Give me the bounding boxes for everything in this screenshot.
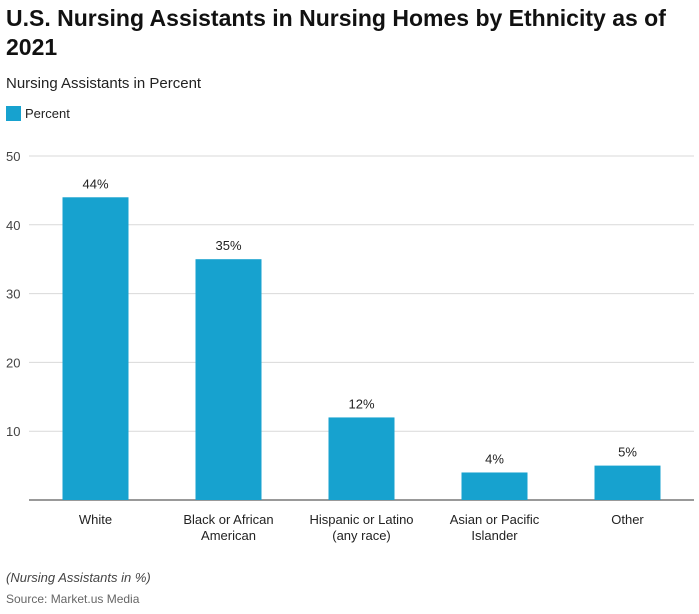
legend-swatch xyxy=(6,106,21,121)
x-tick-label: White xyxy=(79,512,112,527)
x-tick-label: Hispanic or Latino xyxy=(309,512,413,527)
chart-source: Source: Market.us Media xyxy=(6,592,140,606)
bar xyxy=(594,465,661,500)
legend: Percent xyxy=(6,106,70,121)
y-tick-label: 40 xyxy=(6,218,20,233)
y-tick-label: 50 xyxy=(6,149,20,164)
data-label: 44% xyxy=(82,176,108,191)
chart-subtitle: Nursing Assistants in Percent xyxy=(6,75,202,92)
bar xyxy=(62,197,129,500)
data-label: 35% xyxy=(215,238,241,253)
x-tick-label: (any race) xyxy=(332,528,391,543)
data-label: 12% xyxy=(348,396,374,411)
y-tick-label: 10 xyxy=(6,424,20,439)
chart-title: U.S. Nursing Assistants in Nursing Homes… xyxy=(6,5,666,60)
data-label: 5% xyxy=(618,445,637,460)
x-tick-label: Black or African xyxy=(183,512,273,527)
bar xyxy=(195,259,262,500)
x-tick-label: Islander xyxy=(471,528,518,543)
data-label: 4% xyxy=(485,451,504,466)
x-tick-label: American xyxy=(201,528,256,543)
y-tick-label: 30 xyxy=(6,287,20,302)
x-tick-label: Other xyxy=(611,512,644,527)
y-tick-label: 20 xyxy=(6,355,20,370)
bar xyxy=(461,472,528,500)
chart-note: (Nursing Assistants in %) xyxy=(6,570,151,585)
legend-label: Percent xyxy=(25,106,70,121)
bar xyxy=(328,417,395,500)
x-tick-label: Asian or Pacific xyxy=(450,512,540,527)
